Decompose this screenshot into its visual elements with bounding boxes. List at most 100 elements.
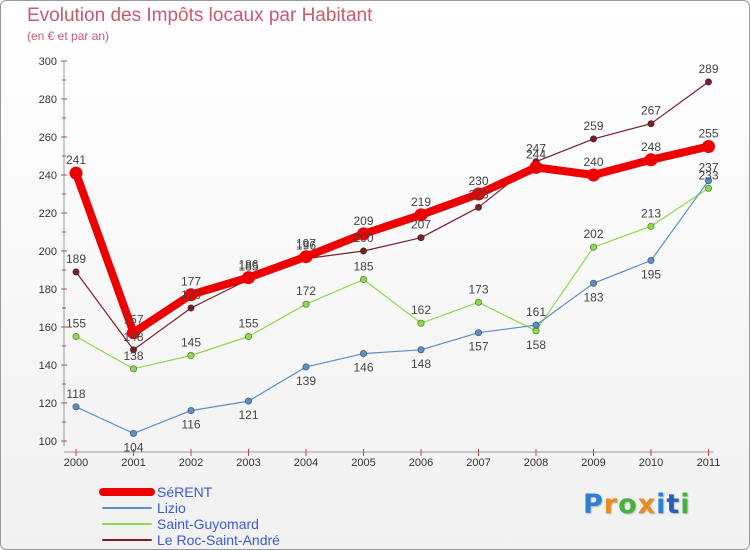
data-label: 155: [66, 317, 86, 331]
x-tick-label: 2004: [294, 457, 318, 469]
data-point-lizio: [532, 321, 540, 329]
data-point-lizio: [417, 346, 425, 354]
data-label: 116: [181, 418, 200, 432]
data-point-s-rent: [414, 208, 428, 222]
legend-label: Saint-Guyomard: [157, 516, 259, 532]
proxiti-logo: Proxiti: [583, 489, 691, 520]
data-labels: 1891551182411481381041571701451161771851…: [66, 62, 719, 454]
data-point-le-roc-saint-andr-: [187, 304, 195, 312]
data-label: 219: [411, 195, 431, 209]
data-point-lizio: [129, 429, 138, 437]
data-label: 240: [583, 155, 603, 169]
data-point-lizio: [359, 349, 368, 358]
data-label: 172: [296, 284, 316, 298]
data-point-le-roc-saint-andr-: [72, 268, 80, 276]
chart-title: Evolution des Impôts locaux par Habitant: [27, 5, 373, 26]
data-label: 244: [526, 147, 546, 161]
data-label: 155: [238, 317, 258, 331]
data-point-s-rent: [357, 227, 370, 241]
data-label: 223: [468, 187, 488, 201]
data-point-lizio: [704, 177, 713, 185]
series-line-saint-guyomard: [75, 187, 710, 370]
data-point-s-rent: [472, 187, 485, 201]
data-label: 237: [698, 161, 718, 175]
y-tick-label: 240: [39, 170, 57, 182]
y-tick-label: 120: [39, 398, 57, 410]
data-point-s-rent: [69, 166, 83, 180]
y-tick-label: 160: [39, 322, 57, 334]
data-point-s-rent: [299, 250, 313, 264]
data-label: 177: [181, 275, 201, 289]
data-point-le-roc-saint-andr-: [647, 120, 655, 128]
data-label: 195: [641, 268, 661, 282]
data-label: 241: [66, 153, 86, 167]
data-label: 138: [123, 349, 143, 363]
x-tick-label: 2010: [639, 457, 663, 469]
data-label: 213: [641, 206, 661, 220]
data-label: 233: [698, 168, 718, 182]
logo-letter: r: [603, 489, 619, 520]
data-point-saint-guyomard: [302, 300, 310, 308]
data-point-saint-guyomard: [129, 365, 138, 373]
data-point-saint-guyomard: [72, 332, 80, 341]
data-point-s-rent: [644, 153, 658, 167]
data-label: 157: [468, 340, 488, 354]
data-label: 121: [238, 408, 258, 422]
data-point-s-rent: [184, 288, 198, 302]
data-point-lizio: [302, 363, 310, 371]
y-tick-label: 280: [39, 94, 57, 106]
data-label: 196: [296, 239, 316, 253]
series-line-lizio: [75, 180, 710, 434]
data-label: 259: [583, 119, 603, 133]
data-label: 186: [238, 258, 258, 272]
y-tick-label: 200: [39, 246, 57, 258]
x-tick-label: 2006: [409, 457, 433, 469]
x-tick-label: 2005: [351, 457, 375, 469]
data-point-s-rent: [529, 160, 543, 174]
data-point-s-rent: [702, 140, 715, 153]
data-point-saint-guyomard: [359, 275, 368, 284]
x-tick-label: 2001: [121, 457, 145, 469]
data-point-le-roc-saint-andr-: [704, 78, 713, 86]
data-label: 157: [123, 313, 143, 327]
data-label: 185: [353, 260, 373, 274]
data-point-le-roc-saint-andr-: [417, 234, 425, 242]
x-tick-label: 2009: [581, 457, 605, 469]
data-point-le-roc-saint-andr-: [474, 203, 483, 211]
data-label: 207: [411, 218, 431, 232]
data-point-lizio: [647, 256, 655, 265]
data-label: 158: [526, 338, 546, 352]
series-line-s-rent: [72, 142, 713, 337]
legend-label: Le Roc-Saint-André: [157, 532, 280, 548]
data-label: 183: [583, 290, 603, 304]
data-label: 247: [526, 142, 546, 156]
data-label: 267: [641, 104, 661, 118]
data-point-le-roc-saint-andr-: [589, 135, 598, 143]
series-layer: [69, 78, 715, 437]
data-label: 146: [353, 361, 373, 375]
data-label: 185: [238, 260, 258, 274]
y-tick-label: 180: [39, 284, 57, 296]
data-label: 161: [526, 305, 546, 319]
data-point-saint-guyomard: [244, 332, 253, 341]
data-label: 189: [66, 252, 86, 266]
data-point-saint-guyomard: [187, 351, 195, 360]
x-tick-label: 2002: [179, 457, 203, 469]
data-label: 255: [698, 127, 718, 141]
data-label: 170: [181, 288, 201, 302]
data-point-lizio: [72, 403, 80, 411]
series-line-le-roc-saint-andr-: [75, 81, 710, 351]
axes: 100 120 140 160 180 200 220 240 260 280 300 2000 200…: [39, 56, 721, 469]
data-point-saint-guyomard: [474, 298, 483, 306]
logo-letter: x: [637, 489, 657, 520]
data-point-le-roc-saint-andr-: [129, 346, 138, 354]
x-tick-label: 2000: [64, 457, 88, 469]
data-label: 145: [181, 336, 201, 350]
x-tick-label: 2008: [524, 457, 548, 469]
data-point-lizio: [187, 406, 195, 415]
legend-label: SéRENT: [157, 484, 213, 500]
x-tick-label: 2003: [236, 457, 260, 469]
chart-subtitle: (en € et par an): [27, 29, 110, 43]
